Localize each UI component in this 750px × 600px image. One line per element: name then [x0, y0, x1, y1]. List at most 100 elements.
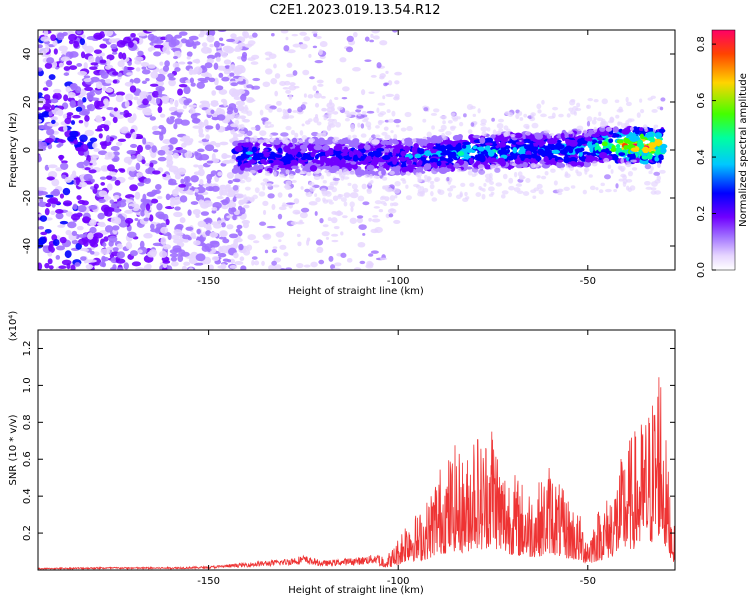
spectrogram-halo-blob — [369, 173, 373, 179]
spectrogram-noise-blob — [370, 74, 377, 78]
spectrogram-halo-blob — [618, 178, 624, 182]
spectrogram-noise-blob — [38, 226, 45, 230]
spectrogram-noise-blob — [124, 100, 130, 108]
spectrogram-noise-blob — [178, 149, 188, 154]
spectrogram-halo-blob — [483, 182, 487, 187]
spectrogram-ridge-blob — [414, 153, 422, 159]
spectrogram-noise-blob — [93, 148, 100, 152]
spectrogram-ridge-blob — [360, 155, 365, 161]
spectrogram-noise-blob — [370, 250, 379, 254]
spectrogram-noise-blob — [279, 244, 287, 250]
spectrogram-noise-blob — [239, 115, 247, 120]
spectrogram-halo-blob — [440, 124, 447, 131]
spectrogram-halo-blob — [636, 112, 641, 118]
spectrogram-noise-blob — [123, 156, 133, 164]
spectrogram-noise-blob — [128, 205, 133, 210]
spectrogram-ridge-blob — [654, 139, 663, 146]
spectrogram-ridge-blob — [386, 144, 393, 149]
spectrogram-halo-blob — [387, 118, 394, 123]
spectrogram-noise-blob — [165, 34, 174, 42]
spectrogram-halo-blob — [549, 132, 554, 137]
colorbar-tick-label: 0.6 — [696, 93, 707, 109]
spectrogram-noise-blob — [116, 267, 124, 270]
spectrogram-noise-blob — [180, 251, 190, 257]
spectrogram-noise-blob — [219, 141, 229, 146]
spectrogram-halo-blob — [471, 173, 477, 177]
spectrogram-halo-blob — [322, 130, 327, 135]
spectrogram-noise-blob — [162, 65, 170, 72]
spectrogram-halo-blob — [400, 127, 407, 132]
spectrogram-noise-blob — [224, 65, 231, 69]
spectrogram-noise-blob — [55, 255, 61, 260]
spectrogram-noise-blob — [327, 217, 332, 222]
spectrogram-halo-blob — [551, 112, 556, 119]
spectrogram-halo-blob — [368, 181, 372, 186]
spectrogram-ridge-blob — [439, 160, 449, 164]
spectrogram-noise-blob — [200, 46, 211, 54]
spectrogram-halo-blob — [459, 121, 464, 127]
spectrogram-halo-blob — [378, 120, 385, 124]
spectrogram-halo-blob — [313, 171, 320, 175]
spectrogram-noise-blob — [89, 226, 97, 234]
spectrogram-noise-blob — [99, 59, 107, 64]
spectrogram-ridge-blob — [287, 144, 294, 148]
spectrogram-halo-blob — [437, 189, 445, 195]
spectrogram-halo-blob — [531, 113, 535, 120]
spectrogram-noise-blob — [119, 127, 129, 134]
spectrogram-halo-blob — [525, 178, 531, 184]
spectrogram-noise-blob — [221, 160, 232, 164]
spectrogram-halo-blob — [618, 106, 623, 112]
spectrogram-halo-blob — [489, 181, 495, 186]
spectrogram-ridge-blob — [397, 156, 406, 161]
spectrogram-noise-blob — [316, 79, 324, 84]
spectrogram-noise-blob — [157, 106, 163, 114]
spectrogram-noise-blob — [271, 248, 278, 254]
spectrogram-noise-blob — [383, 126, 389, 131]
spectrogram-noise-blob — [379, 257, 388, 261]
spectrogram-noise-blob — [357, 241, 366, 248]
spectrogram-noise-blob — [131, 261, 142, 267]
spectrogram-noise-blob — [48, 265, 54, 270]
spectrogram-noise-blob — [235, 100, 245, 107]
spectrogram-noise-blob — [271, 33, 275, 37]
spectrogram-noise-blob — [171, 261, 179, 267]
spectrogram-noise-blob — [63, 72, 70, 76]
spectrogram-noise-blob — [94, 128, 104, 132]
spectrogram-ridge-blob — [353, 149, 358, 155]
spectrogram-noise-blob — [330, 233, 339, 237]
spectrogram-halo-blob — [442, 120, 446, 125]
spectrogram-noise-blob — [314, 113, 319, 119]
spectrogram-ridge-blob — [350, 161, 357, 165]
spectrogram-ridge-blob — [560, 132, 565, 139]
spectrogram-noise-blob — [171, 189, 179, 197]
spectrogram-halo-blob — [433, 108, 440, 113]
spectrogram-noise-blob — [283, 45, 290, 52]
spectrogram-noise-blob — [110, 145, 120, 152]
spectrogram-halo-blob — [264, 172, 272, 176]
spectrogram-noise-blob — [293, 198, 300, 205]
spectrogram-noise-blob — [45, 44, 50, 53]
spectrogram-ridge-blob — [424, 150, 432, 157]
spectrogram-noise-blob — [277, 192, 283, 198]
spectrogram-noise-blob — [149, 83, 159, 87]
spectrogram-halo-blob — [338, 172, 346, 178]
spectrogram-halo-blob — [557, 191, 563, 196]
spectrogram-halo-blob — [515, 113, 520, 119]
spectrogram-ridge-blob — [582, 161, 592, 168]
spectrogram-noise-blob — [228, 88, 238, 97]
spectrogram-noise-blob — [135, 162, 141, 171]
spectrogram-noise-blob — [89, 97, 100, 101]
spectrogram-noise-blob — [331, 239, 339, 243]
spectrogram-noise-blob — [229, 72, 235, 77]
spectrogram-noise-blob — [274, 73, 281, 79]
spectrogram-halo-blob — [258, 191, 266, 197]
spectrogram-noise-blob — [232, 196, 237, 203]
spectrogram-noise-blob — [170, 47, 181, 52]
spectrogram-noise-blob — [119, 168, 126, 173]
spectrogram-halo-blob — [614, 99, 620, 104]
spectrogram-ridge-blob — [372, 150, 379, 155]
spectrogram-ridge-blob — [313, 144, 323, 151]
spectrogram-noise-blob — [215, 142, 221, 148]
spectrogram-noise-blob — [393, 118, 402, 124]
spectrogram-noise-blob — [192, 43, 197, 49]
